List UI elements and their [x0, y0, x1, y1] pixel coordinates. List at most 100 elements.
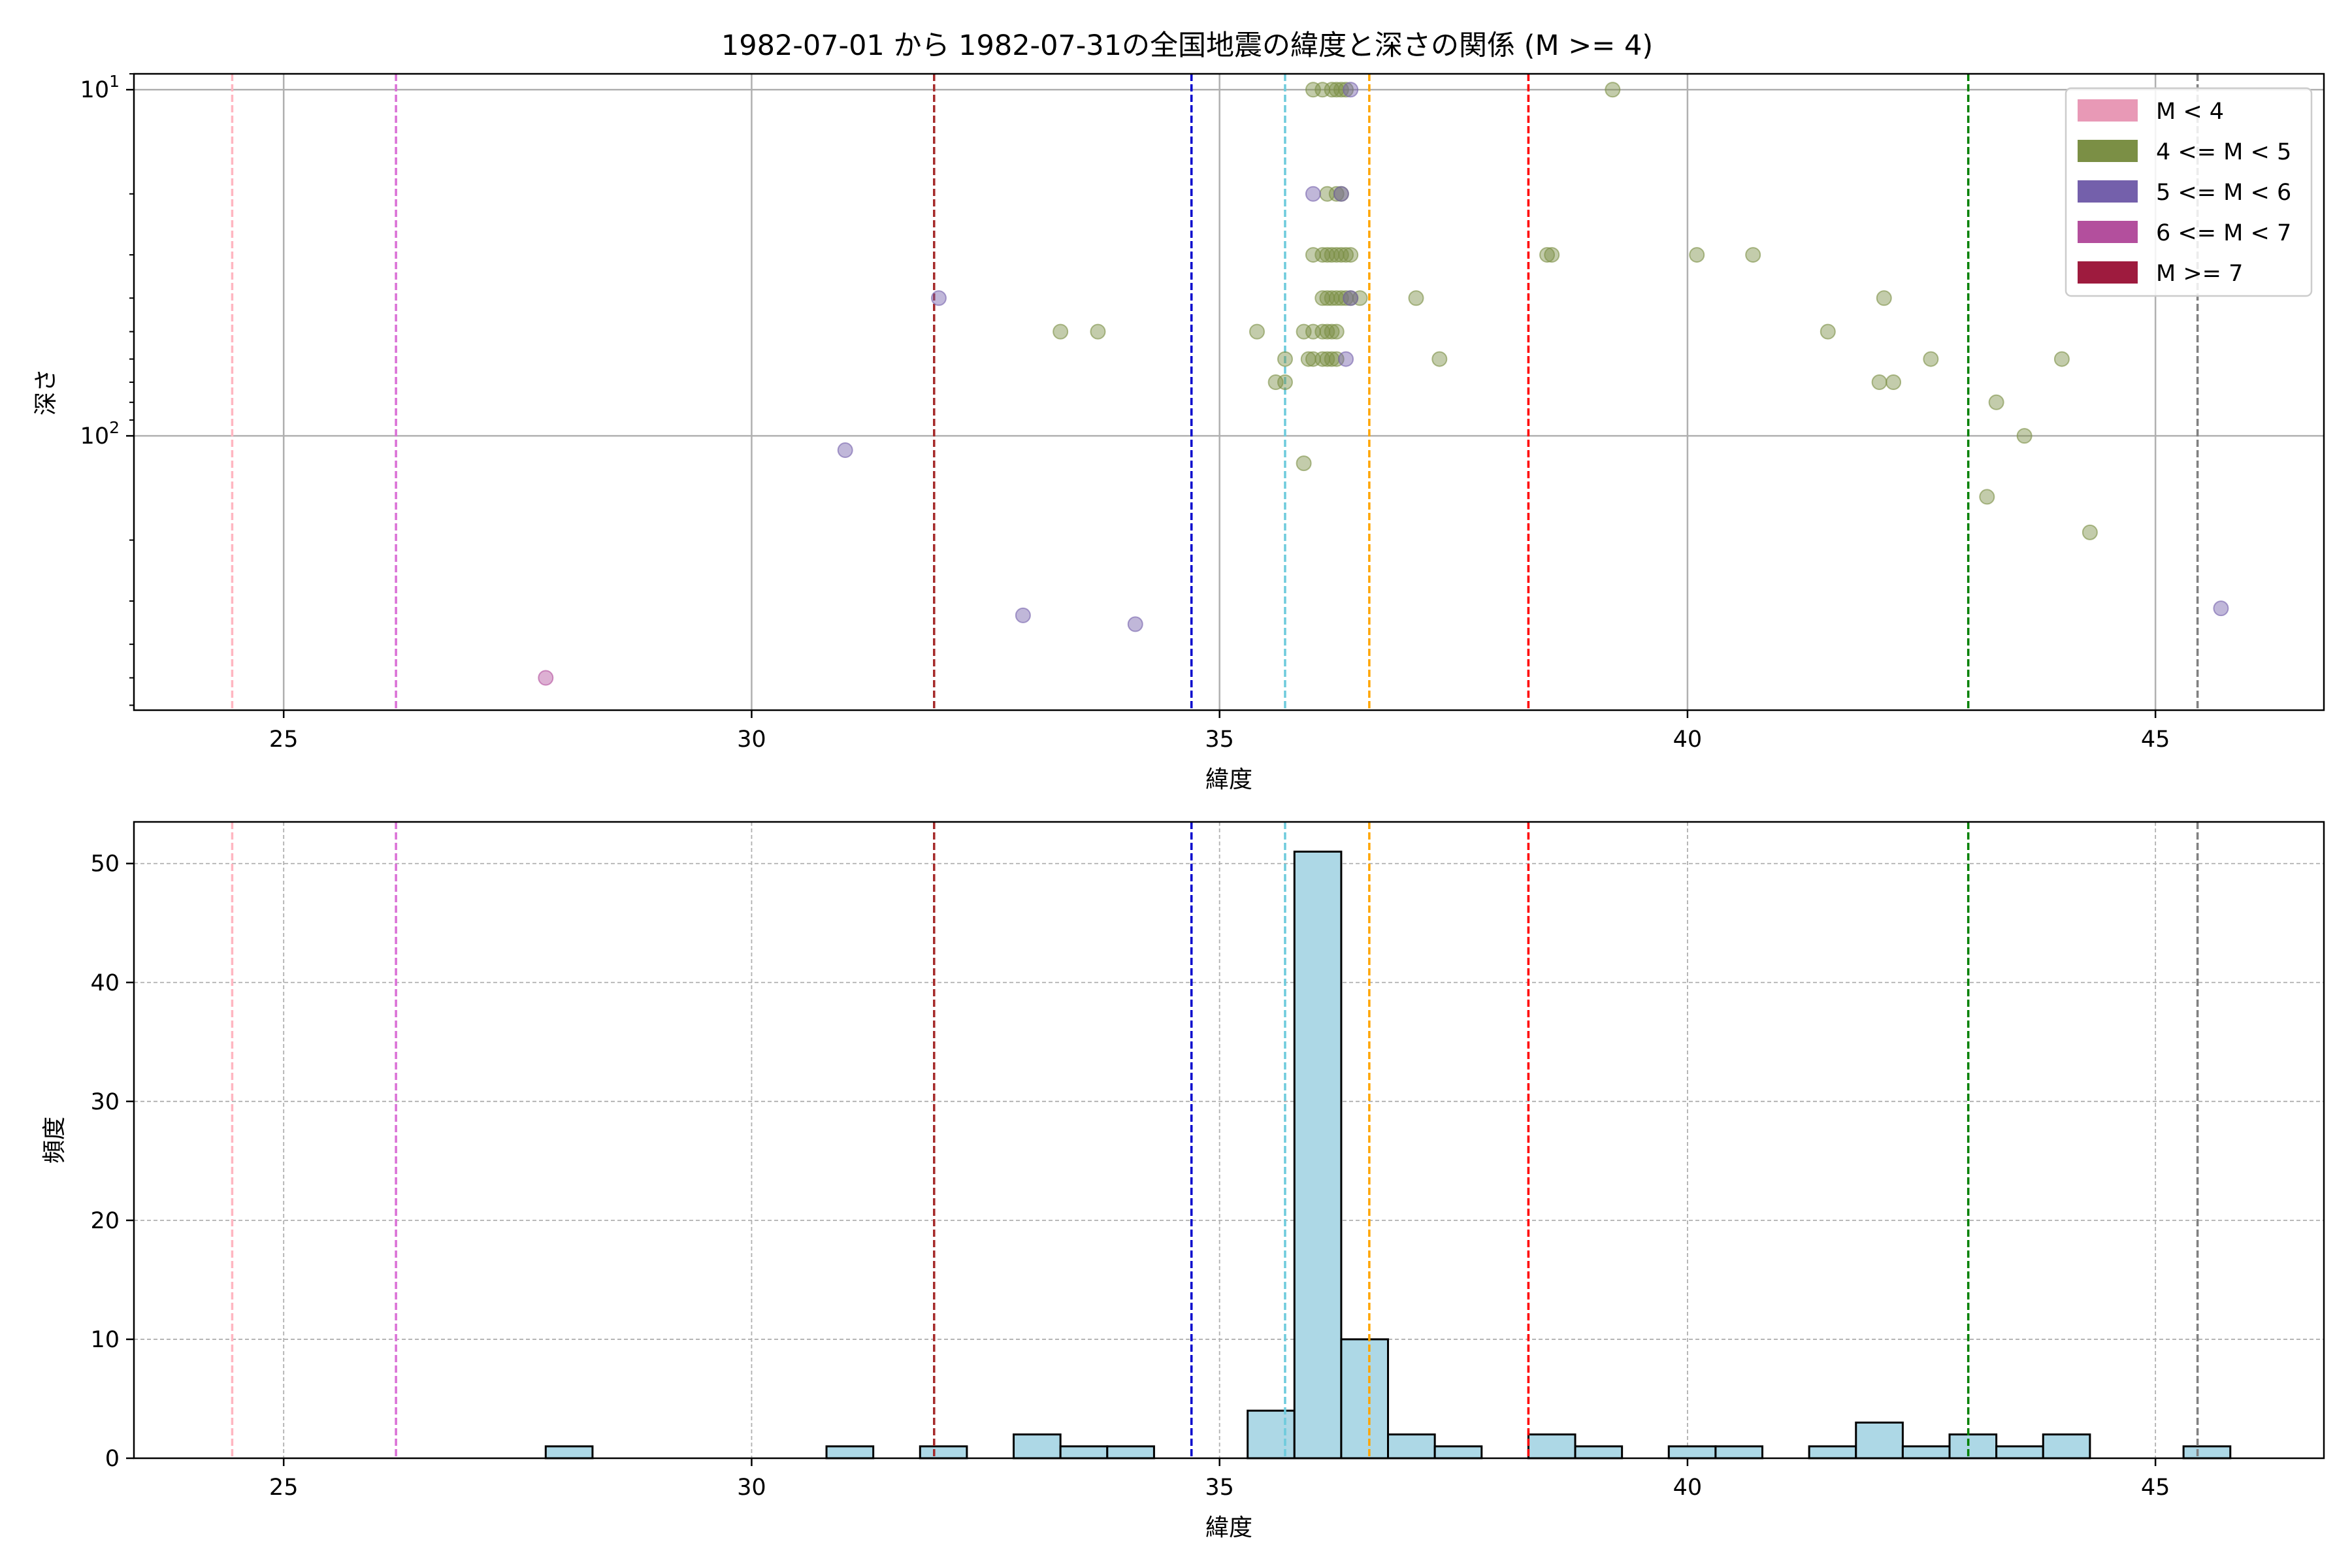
y-tick-label: 101 [80, 72, 120, 103]
scatter-point [1249, 323, 1265, 340]
scatter-point [2053, 351, 2070, 367]
scatter-point [1324, 323, 1340, 340]
histogram-bar [1387, 1433, 1436, 1460]
scatter-point [1871, 374, 1887, 391]
scatter-grid [134, 74, 2324, 710]
histogram-axes-frame [133, 821, 2325, 1460]
scatter-point [1338, 82, 1354, 98]
histogram-y-ticks: 0 10 20 30 40 50 [90, 851, 134, 1472]
scatter-title: 1982-07-01 から 1982-07-31の全国地震の緯度と深さの関係 (… [721, 29, 1653, 62]
legend-label: 6 <= M < 7 [2156, 220, 2291, 246]
histogram-bar [1247, 1409, 1296, 1460]
scatter-point [1053, 323, 1069, 340]
histogram-bar [1667, 1445, 1717, 1460]
x-tick-label: 30 [737, 727, 766, 753]
scatter-point [1539, 247, 1556, 263]
scatter-point [1333, 186, 1349, 202]
scatter-point [1343, 290, 1359, 306]
scatter-point [1277, 374, 1293, 391]
histogram-bar [1527, 1433, 1576, 1460]
scatter-point [1689, 247, 1705, 263]
scatter-point [2213, 600, 2229, 617]
histogram-bar [544, 1445, 594, 1460]
x-tick-label: 45 [2141, 727, 2170, 753]
scatter-point [1277, 351, 1293, 367]
scatter-y-axis-label: 深さ [33, 368, 59, 416]
legend-swatch [2078, 140, 2138, 162]
scatter-x-ticks: 25 30 35 40 45 [269, 710, 2170, 753]
legend-label: M >= 7 [2156, 261, 2243, 287]
scatter-point [1544, 247, 1560, 263]
scatter-y-ticks: 101 102 [80, 72, 134, 706]
scatter-point [837, 442, 853, 459]
legend-items: M < 4 4 <= M < 5 5 <= M < 6 6 <= M < 7 M >= … [2078, 99, 2291, 287]
scatter-point [1127, 616, 1143, 632]
scatter-point [1820, 323, 1836, 340]
histogram-bar [1340, 1338, 1390, 1460]
legend-swatch [2078, 180, 2138, 203]
scatter-point [1979, 489, 1995, 505]
legend-swatch [2078, 99, 2138, 122]
scatter-point [1296, 455, 1312, 472]
scatter-point [1328, 186, 1345, 202]
scatter-point [930, 290, 947, 306]
histogram-bar [1995, 1445, 2044, 1460]
scatter-x-axis-label: 緯度 [1205, 766, 1252, 793]
scatter-point [1328, 323, 1345, 340]
histogram-y-axis-label: 頻度 [41, 1117, 68, 1164]
histogram-bar [1901, 1445, 1951, 1460]
histogram-bar [1106, 1445, 1155, 1460]
scatter-point [1338, 351, 1354, 367]
histogram-x-ticks: 25 30 35 40 45 [269, 1458, 2170, 1501]
y-tick-label: 102 [80, 418, 120, 449]
legend-label: M < 4 [2156, 99, 2224, 125]
x-tick-label: 40 [1673, 727, 1703, 753]
histogram-subplot: 25 30 35 40 45 0 10 20 30 40 50 緯度 頻度 [41, 821, 2325, 1541]
y-tick-label: 30 [90, 1089, 120, 1115]
scatter-point [1338, 247, 1354, 263]
scatter-point [1305, 186, 1321, 202]
scatter-axes-frame [133, 73, 2325, 711]
histogram-bar [1433, 1445, 1483, 1460]
scatter-point [2016, 428, 2033, 444]
histogram-x-axis-label: 緯度 [1205, 1514, 1252, 1541]
y-tick-label: 50 [90, 851, 120, 877]
y-tick-label: 20 [90, 1208, 120, 1234]
legend-label: 4 <= M < 5 [2156, 139, 2291, 165]
histogram-bar [1059, 1445, 1109, 1460]
histogram-bar [1293, 851, 1343, 1460]
scatter-point [1876, 290, 1892, 306]
scatter-point [1343, 82, 1359, 98]
histogram-bar [1855, 1421, 1904, 1460]
x-tick-label: 35 [1205, 1475, 1234, 1501]
histogram-reference-lines [231, 822, 2199, 1458]
histogram-bars [544, 851, 2232, 1460]
x-tick-label: 30 [737, 1475, 766, 1501]
legend-label: 5 <= M < 6 [2156, 180, 2291, 206]
y-tick-label: 10 [90, 1327, 120, 1353]
y-tick-label: 0 [105, 1446, 120, 1472]
legend-swatch [2078, 261, 2138, 284]
scatter-point [1923, 351, 1939, 367]
x-tick-label: 25 [269, 727, 299, 753]
scatter-point [1015, 607, 1031, 623]
scatter-point [1408, 290, 1424, 306]
x-tick-label: 45 [2141, 1475, 2170, 1501]
scatter-subplot: 1982-07-01 から 1982-07-31の全国地震の緯度と深さの関係 (… [33, 29, 2325, 793]
legend: M < 4 4 <= M < 5 5 <= M < 6 6 <= M < 7 M >= … [2065, 87, 2313, 297]
scatter-point [1090, 323, 1106, 340]
scatter-point [1745, 247, 1761, 263]
histogram-bar [1013, 1433, 1062, 1460]
histogram-bar [2042, 1433, 2091, 1460]
histogram-bar [2182, 1445, 2232, 1460]
scatter-point [1431, 351, 1448, 367]
histogram-grid [134, 822, 2324, 1458]
histogram-bar [1714, 1445, 1764, 1460]
scatter-points [538, 82, 2229, 686]
legend-swatch [2078, 221, 2138, 243]
scatter-point [1343, 247, 1359, 263]
x-tick-label: 40 [1673, 1475, 1703, 1501]
scatter-point [538, 670, 554, 686]
